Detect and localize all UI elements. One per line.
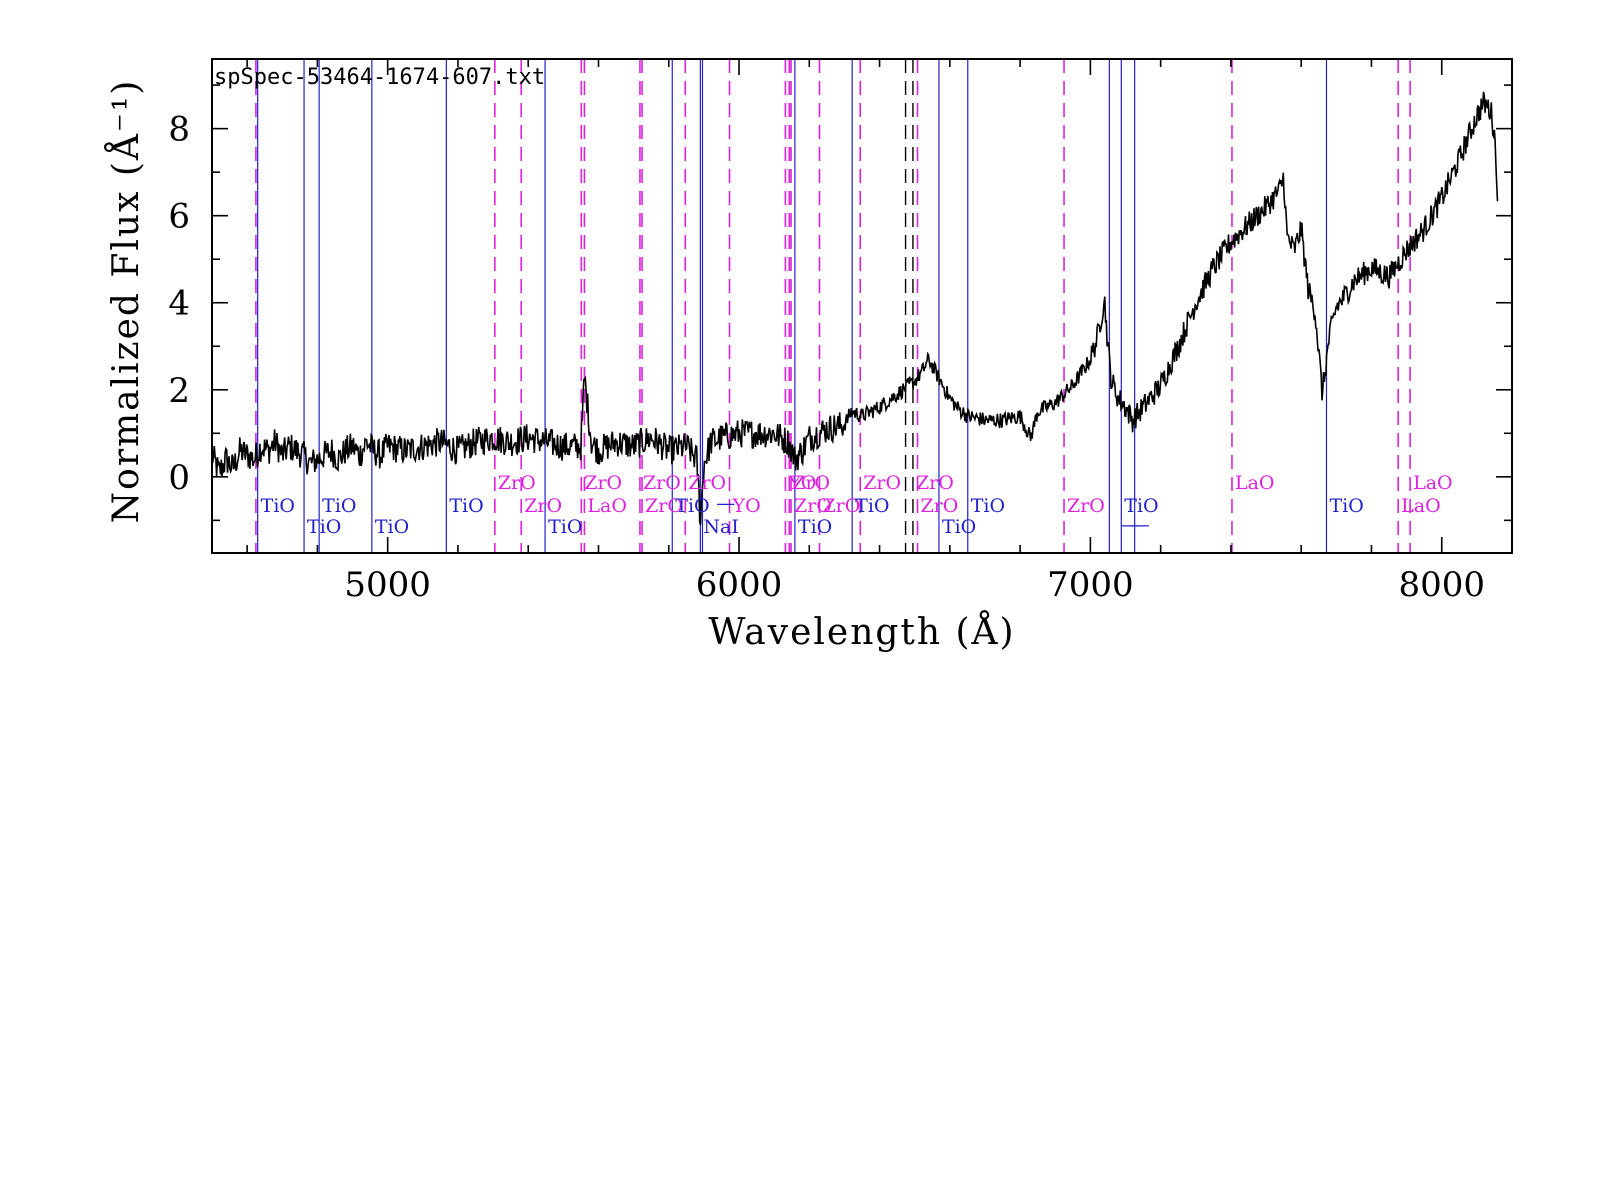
line-label-layer: TiOTiOTiOTiOTiOZrOZrOTiOZrOLaOZrOZrOTiOZ… — [261, 472, 1453, 538]
y-axis-label: Normalized Flux (Å⁻¹) — [105, 79, 147, 524]
line-label-zro: ZrO — [1067, 495, 1105, 517]
y-tick-label: 4 — [168, 284, 190, 324]
plot-frame — [211, 58, 1513, 554]
line-label-zro: ZrO — [584, 472, 622, 494]
y-tick-label: 6 — [168, 197, 190, 237]
line-label-lao: LaO — [1413, 472, 1453, 494]
line-label-tio: TiO — [971, 495, 1005, 517]
line-label-tio: TiO — [675, 495, 709, 517]
x-tick-label: 6000 — [696, 565, 783, 605]
line-label-dash: — — [716, 492, 735, 514]
line-label-dash: — — [1120, 514, 1139, 536]
spectrum-layer — [211, 91, 1499, 526]
x-tick-label: 7000 — [1047, 565, 1134, 605]
x-tick-label: 5000 — [344, 565, 431, 605]
line-label-tio: TiO — [1329, 495, 1363, 517]
chart-title: spSpec-53464-1674-607.txt — [214, 65, 545, 90]
line-label-zro: ZrO — [524, 495, 562, 517]
line-label-zro: ZrO — [794, 495, 832, 517]
y-tick-label: 0 — [168, 458, 190, 498]
line-label-zro: ZrO — [643, 472, 681, 494]
y-tick-label: 8 — [168, 110, 190, 150]
y-tick-label: 2 — [168, 371, 190, 411]
line-label-lao: LaO — [1401, 495, 1441, 517]
line-label-zro: ZrO — [863, 472, 901, 494]
line-label-tio: TiO — [307, 516, 341, 538]
line-label-tio: TiO — [1124, 495, 1158, 517]
line-label-yo: YO — [787, 472, 816, 494]
line-label-zro: ZrO — [822, 495, 860, 517]
line-label-dash: — — [1131, 514, 1150, 536]
x-axis-label: Wavelength (Å) — [708, 611, 1015, 653]
line-label-zro: ZrO — [921, 495, 959, 517]
line-label-lao: LaO — [1235, 472, 1275, 494]
line-label-zro: ZrO — [792, 472, 830, 494]
line-label-tio: TiO — [322, 495, 356, 517]
line-label-tio: TiO — [449, 495, 483, 517]
line-label-zro: ZrO — [498, 472, 536, 494]
tick-layer: 5000 6000 7000 8000 0 2 4 6 8 — [168, 59, 1513, 605]
line-label-tio: TiO — [548, 516, 582, 538]
line-label-tio: TiO — [855, 495, 889, 517]
line-label-tio: TiO — [942, 516, 976, 538]
line-label-tio: TiO — [375, 516, 409, 538]
line-label-nai: NaI — [703, 516, 738, 538]
line-label-tio: TiO — [261, 495, 295, 517]
line-label-tio: TiO — [798, 516, 832, 538]
line-label-lao: LaO — [587, 495, 627, 517]
line-label-yo: YO — [732, 495, 761, 517]
line-label-zro: ZrO — [916, 472, 954, 494]
line-marker-layer — [255, 59, 1411, 553]
spectrum-line — [211, 91, 1499, 526]
line-label-zro: ZrO — [688, 472, 726, 494]
line-label-zro: ZrO — [645, 495, 683, 517]
x-tick-label: 8000 — [1398, 565, 1485, 605]
